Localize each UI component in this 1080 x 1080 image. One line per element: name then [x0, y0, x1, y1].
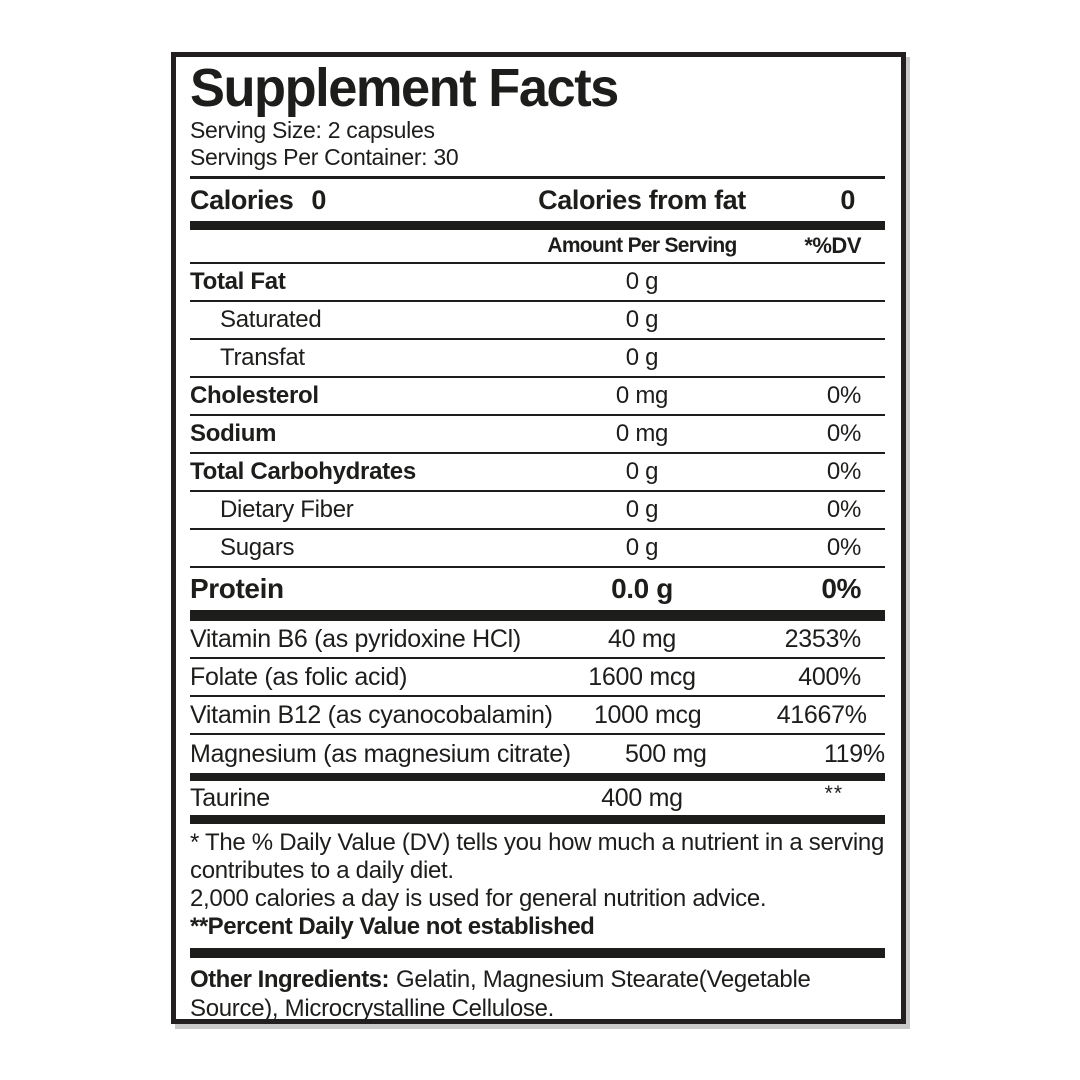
nutrient-row-dietary-fiber: Dietary Fiber 0 g 0%	[190, 492, 885, 530]
nutrient-row-sugars: Sugars 0 g 0%	[190, 530, 885, 568]
nutrient-dv: 400%	[798, 662, 861, 691]
calories-row: Calories 0 Calories from fat 0	[190, 179, 885, 221]
nutrient-dv: 0%	[821, 573, 861, 604]
nutrient-name: Total Carbohydrates	[190, 458, 416, 485]
nutrient-amount: 500 mg	[625, 739, 707, 768]
nutrient-dv: 0%	[826, 496, 861, 523]
supplement-facts-panel: Supplement Facts Serving Size: 2 capsule…	[171, 52, 906, 1024]
amount-per-serving-header: Amount Per Serving	[547, 234, 737, 257]
footnote-calorie-advice: 2,000 calories a day is used for general…	[190, 885, 767, 912]
servings-per-container: Servings Per Container: 30	[190, 144, 459, 170]
other-ingredients-text: Gelatin, Magnesium Stearate(Vegetable So…	[190, 966, 811, 1022]
dv-header: *%DV	[804, 233, 861, 258]
nutrient-dv: 0%	[826, 458, 861, 485]
nutrient-amount: 0 mg	[615, 420, 669, 447]
nutrient-amount: 1000 mcg	[593, 700, 702, 729]
other-ingredients: Other Ingredients: Gelatin, Magnesium Ste…	[190, 965, 885, 1022]
nutrient-dv: 119%	[823, 739, 885, 768]
calories-from-fat-label: Calories from fat	[538, 184, 746, 215]
nutrient-row-sodium: Sodium 0 mg 0%	[190, 416, 885, 454]
nutrient-name: Vitamin B6 (as pyridoxine HCl)	[190, 624, 521, 653]
section-bar-after-calories	[190, 221, 885, 230]
nutrient-dv: 0%	[826, 420, 861, 447]
nutrient-dv: 0%	[826, 534, 861, 561]
nutrient-name: Saturated	[220, 306, 322, 333]
serving-size: Serving Size: 2 capsules	[190, 117, 435, 143]
supplement-row-vitamin-b12: Vitamin B12 (as cyanocobalamin) 1000 mcg…	[190, 697, 885, 735]
nutrient-name: Cholesterol	[190, 382, 319, 409]
nutrient-dv: **	[824, 782, 843, 805]
nutrient-name: Folate (as folic acid)	[190, 662, 408, 691]
nutrient-dv: 41667%	[776, 700, 867, 729]
section-bar-before-taurine	[190, 773, 885, 781]
nutrient-amount: 400 mg	[601, 783, 683, 812]
nutrient-name: Dietary Fiber	[220, 496, 354, 523]
nutrient-row-transfat: Transfat 0 g	[190, 340, 885, 378]
nutrient-amount: 0 g	[625, 306, 659, 333]
nutrient-name: Magnesium (as magnesium citrate)	[190, 739, 571, 768]
nutrient-row-total-carbohydrates: Total Carbohydrates 0 g 0%	[190, 454, 885, 492]
calories-from-fat-value: 0	[840, 184, 855, 215]
footnote-daily-value: * The % Daily Value (DV) tells you how m…	[190, 829, 885, 884]
calories-left-group: Calories 0	[190, 185, 547, 216]
nutrient-amount: 40 mg	[608, 624, 676, 653]
supplement-row-taurine: Taurine 400 mg **	[190, 781, 885, 815]
footnote-not-established: **Percent Daily Value not established	[190, 913, 595, 940]
section-bar-after-taurine	[190, 815, 885, 824]
nutrient-amount: 0 g	[625, 496, 659, 523]
protein-row: Protein 0.0 g 0%	[190, 568, 885, 610]
nutrient-amount: 0 g	[625, 458, 659, 485]
section-bar-before-other-ingredients	[190, 948, 885, 958]
nutrient-amount: 1600 mcg	[588, 662, 696, 691]
nutrient-name: Protein	[190, 573, 284, 604]
nutrient-name: Transfat	[220, 344, 305, 371]
footnotes-block: * The % Daily Value (DV) tells you how m…	[190, 829, 885, 941]
nutrient-amount: 0 g	[625, 268, 659, 295]
nutrient-name: Vitamin B12 (as cyanocobalamin)	[190, 700, 553, 729]
panel-title: Supplement Facts	[190, 58, 619, 118]
supplement-row-folate: Folate (as folic acid) 1600 mcg 400%	[190, 659, 885, 697]
nutrient-row-cholesterol: Cholesterol 0 mg 0%	[190, 378, 885, 416]
nutrient-dv: 0%	[826, 382, 861, 409]
nutrient-row-total-fat: Total Fat 0 g	[190, 264, 885, 302]
nutrient-name: Total Fat	[190, 268, 286, 295]
supplement-row-vitamin-b6: Vitamin B6 (as pyridoxine HCl) 40 mg 235…	[190, 621, 885, 659]
column-header-row: Amount Per Serving *%DV	[190, 230, 885, 264]
nutrient-amount: 0.0 g	[611, 573, 673, 604]
nutrient-dv: 2353%	[784, 624, 862, 653]
nutrient-name: Sodium	[190, 420, 277, 447]
divider-thin-top	[190, 176, 885, 179]
nutrient-amount: 0 g	[625, 344, 659, 371]
nutrient-name: Sugars	[220, 534, 295, 561]
nutrient-name: Taurine	[190, 783, 270, 812]
section-bar-after-protein	[190, 610, 885, 621]
calories-value: 0	[311, 184, 326, 215]
calories-label: Calories	[190, 184, 294, 215]
nutrient-row-saturated: Saturated 0 g	[190, 302, 885, 340]
other-ingredients-label: Other Ingredients:	[190, 966, 390, 993]
nutrient-amount: 0 mg	[615, 382, 669, 409]
supplement-row-magnesium: Magnesium (as magnesium citrate) 500 mg …	[190, 735, 885, 773]
nutrient-amount: 0 g	[625, 534, 659, 561]
